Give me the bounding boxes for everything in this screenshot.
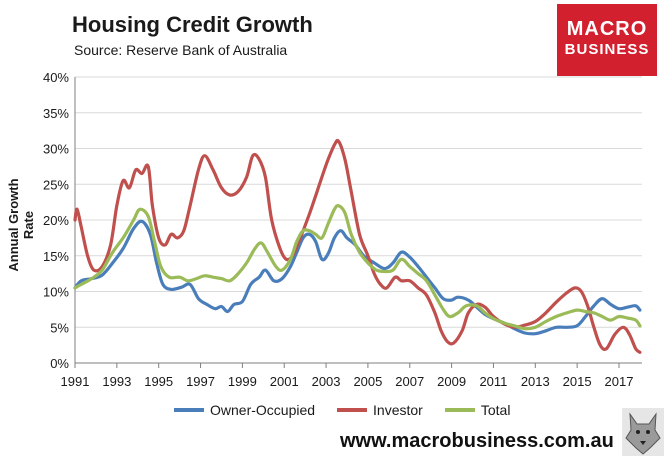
y-tick-label: 10% xyxy=(43,285,69,300)
x-tick-label: 1991 xyxy=(61,374,90,389)
legend-swatch-investor xyxy=(337,408,368,412)
x-tick-label: 1993 xyxy=(102,374,131,389)
legend-swatch-owner-occupied xyxy=(174,408,204,412)
y-tick-label: 20% xyxy=(43,213,69,228)
chart-subtitle: Source: Reserve Bank of Australia xyxy=(74,42,288,58)
x-tick-label: 2001 xyxy=(270,374,299,389)
x-tick-label: 2011 xyxy=(479,374,507,389)
x-tick-label: 1997 xyxy=(186,374,215,389)
legend-item-owner-occupied: Owner-Occupied xyxy=(174,402,315,418)
series-line-owner-occupied xyxy=(73,219,642,336)
series-line-total xyxy=(73,203,642,331)
x-tick-label: 2009 xyxy=(437,374,466,389)
legend: Owner-Occupied Investor Total xyxy=(174,402,510,418)
x-tick-label: 2005 xyxy=(353,374,382,389)
x-tick-label: 2017 xyxy=(605,374,634,389)
y-tick-label: 0% xyxy=(50,356,69,371)
series-lines xyxy=(73,138,642,354)
x-tick-label: 1995 xyxy=(144,374,173,389)
x-tick-label: 2015 xyxy=(563,374,592,389)
x-tick-label: 2013 xyxy=(521,374,550,389)
series-line-investor xyxy=(73,138,642,354)
logo-line-1: MACRO xyxy=(566,18,648,40)
y-tick-label: 35% xyxy=(43,106,69,121)
y-tick-label: 30% xyxy=(43,142,69,157)
legend-label-total: Total xyxy=(480,402,511,418)
legend-item-investor: Investor xyxy=(337,402,423,418)
x-tick-label: 1999 xyxy=(228,374,257,389)
y-tick-label: 15% xyxy=(43,249,69,264)
y-tick-label: 40% xyxy=(43,70,69,85)
legend-label-owner-occupied: Owner-Occupied xyxy=(210,402,316,418)
macrobusiness-logo: MACRO BUSINESS xyxy=(557,4,657,76)
x-tick-label: 2007 xyxy=(395,374,424,389)
tick-labels: 0% 5% 10% 15% 20% 25% 30% 35% 40% 1991 1993 1995 199… xyxy=(43,70,633,389)
wolf-icon xyxy=(622,408,664,456)
website-url: www.macrobusiness.com.au xyxy=(340,430,614,452)
logo-line-2: BUSINESS xyxy=(564,41,650,58)
grid-lines xyxy=(75,76,642,328)
y-tick-label: 25% xyxy=(43,177,69,192)
chart-title: Housing Credit Growth xyxy=(72,12,313,37)
x-tick-label: 2003 xyxy=(312,374,341,389)
y-tick-label: 5% xyxy=(50,320,69,335)
legend-label-investor: Investor xyxy=(373,402,423,418)
legend-item-total: Total xyxy=(444,402,511,418)
legend-swatch-total xyxy=(444,408,475,412)
